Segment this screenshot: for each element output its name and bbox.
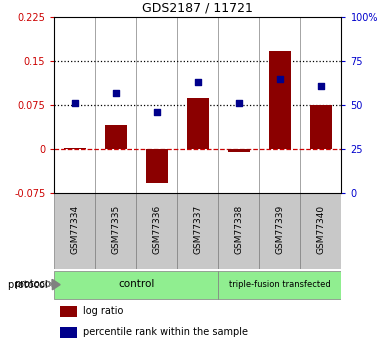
Bar	[60, 327, 77, 338]
Point	[277, 76, 283, 81]
Text: control: control	[118, 279, 154, 289]
Bar	[310, 105, 332, 149]
Text: GSM77339: GSM77339	[275, 205, 284, 254]
Text: GSM77340: GSM77340	[317, 205, 326, 254]
Point	[236, 101, 242, 106]
Bar	[218, 193, 260, 269]
Bar	[218, 270, 341, 298]
Text: log ratio: log ratio	[83, 306, 123, 316]
Text: GSM77337: GSM77337	[193, 205, 203, 254]
Text: GSM77334: GSM77334	[70, 205, 79, 254]
Bar	[95, 193, 136, 269]
Bar	[105, 125, 127, 149]
Text: GSM77336: GSM77336	[152, 205, 161, 254]
Point	[318, 83, 324, 89]
Bar	[187, 98, 209, 149]
Text: GSM77338: GSM77338	[234, 205, 243, 254]
Bar	[300, 193, 341, 269]
Bar	[54, 193, 95, 269]
Point	[113, 90, 119, 96]
Text: protocol: protocol	[8, 280, 50, 289]
Bar	[60, 306, 77, 317]
Bar	[146, 149, 168, 183]
Bar	[260, 193, 300, 269]
Point	[195, 80, 201, 85]
Text: triple-fusion transfected: triple-fusion transfected	[229, 279, 331, 288]
Point	[72, 101, 78, 106]
Text: percentile rank within the sample: percentile rank within the sample	[83, 327, 248, 337]
Text: protocol: protocol	[14, 279, 54, 289]
Title: GDS2187 / 11721: GDS2187 / 11721	[142, 2, 253, 15]
Point	[154, 109, 160, 115]
Text: GSM77335: GSM77335	[111, 205, 120, 254]
Bar	[268, 51, 291, 149]
Bar	[177, 193, 218, 269]
Bar	[136, 193, 177, 269]
Bar	[54, 270, 218, 298]
Bar	[228, 149, 250, 151]
Bar	[64, 148, 86, 149]
